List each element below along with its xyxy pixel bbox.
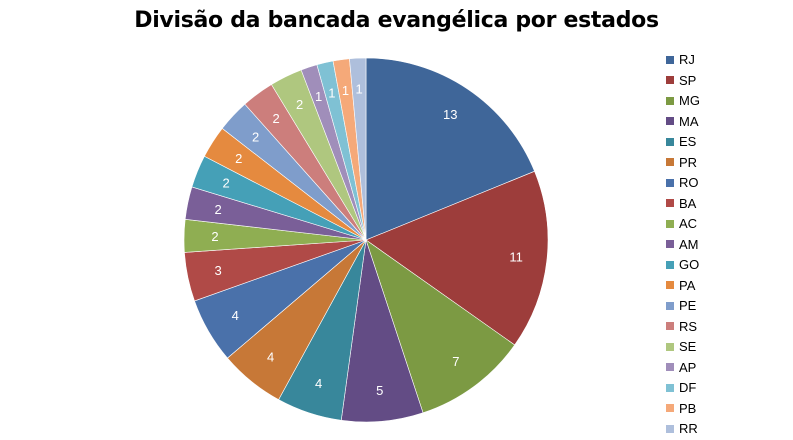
legend-swatch bbox=[666, 342, 674, 351]
legend-item-am: AM bbox=[666, 235, 786, 256]
legend-item-ba: BA bbox=[666, 194, 786, 215]
legend-item-ap: AP bbox=[666, 358, 786, 379]
legend-swatch bbox=[666, 281, 674, 290]
legend-label: PE bbox=[679, 298, 697, 313]
data-label-df: 1 bbox=[328, 85, 335, 100]
data-label-pe: 2 bbox=[252, 129, 259, 144]
legend-label: PA bbox=[679, 277, 696, 293]
data-label-ap: 1 bbox=[315, 89, 322, 104]
data-label-ma: 5 bbox=[376, 383, 383, 398]
legend-label: MG bbox=[679, 93, 700, 108]
data-label-rr: 1 bbox=[356, 82, 363, 97]
legend-label: AM bbox=[679, 236, 699, 252]
legend-item-sp: SP bbox=[666, 71, 786, 92]
legend-swatch bbox=[666, 424, 674, 433]
legend-item-df: DF bbox=[666, 378, 786, 399]
data-label-sp: 11 bbox=[509, 250, 523, 265]
legend-swatch bbox=[666, 137, 674, 146]
pie-slices bbox=[183, 57, 549, 423]
legend-label: BA bbox=[679, 195, 697, 211]
chart-title: Divisão da bancada evangélica por estado… bbox=[134, 8, 659, 33]
data-label-ba: 3 bbox=[214, 263, 221, 278]
legend-label: SP bbox=[679, 72, 697, 88]
legend-label: MA bbox=[679, 113, 699, 129]
legend-swatch bbox=[666, 117, 674, 126]
legend-label: RO bbox=[679, 175, 699, 190]
pie-slice-mg bbox=[365, 239, 516, 414]
legend-label: GO bbox=[679, 257, 700, 272]
legend-swatch bbox=[666, 96, 674, 105]
legend: RJ SP MG MA ES PR RO BA AC AM GO PA PE RS SE AP DF PB RR bbox=[666, 50, 786, 440]
legend-label: PB bbox=[679, 400, 697, 416]
legend-swatch bbox=[666, 363, 674, 372]
legend-item-ro: RO bbox=[666, 173, 786, 194]
legend-label: DF bbox=[679, 380, 697, 395]
legend-item-rs: RS bbox=[666, 317, 786, 338]
data-label-am: 2 bbox=[214, 202, 221, 217]
legend-swatch bbox=[666, 76, 674, 85]
pie-slice-rj bbox=[365, 57, 535, 241]
legend-item-ma: MA bbox=[666, 112, 786, 133]
data-label-go: 2 bbox=[222, 175, 229, 190]
data-label-pb: 1 bbox=[342, 83, 349, 98]
data-label-pa: 2 bbox=[235, 151, 242, 166]
legend-swatch bbox=[666, 404, 674, 413]
data-label-pr: 4 bbox=[267, 350, 274, 365]
legend-label: RR bbox=[679, 421, 698, 436]
legend-item-es: ES bbox=[666, 132, 786, 153]
data-label-es: 4 bbox=[315, 376, 322, 391]
pie-slice-sp bbox=[365, 170, 549, 346]
legend-swatch bbox=[666, 219, 674, 228]
legend-label: ES bbox=[679, 134, 697, 149]
legend-swatch bbox=[666, 199, 674, 208]
legend-swatch bbox=[666, 55, 674, 64]
legend-item-ac: AC bbox=[666, 214, 786, 235]
legend-item-rj: RJ bbox=[666, 50, 786, 71]
data-label-rs: 2 bbox=[272, 111, 279, 126]
legend-item-se: SE bbox=[666, 337, 786, 358]
legend-item-pb: PB bbox=[666, 399, 786, 420]
legend-item-pe: PE bbox=[666, 296, 786, 317]
data-label-ro: 4 bbox=[232, 308, 239, 323]
data-label-ac: 2 bbox=[211, 229, 218, 244]
legend-item-mg: MG bbox=[666, 91, 786, 112]
legend-item-rr: RR bbox=[666, 419, 786, 440]
legend-item-pa: PA bbox=[666, 276, 786, 297]
legend-swatch bbox=[666, 260, 674, 269]
legend-label: AC bbox=[679, 216, 698, 231]
legend-swatch bbox=[666, 301, 674, 310]
legend-swatch bbox=[666, 383, 674, 392]
pie-slice-rr bbox=[349, 57, 367, 241]
legend-swatch bbox=[666, 322, 674, 331]
data-label-mg: 7 bbox=[452, 354, 459, 369]
legend-label: SE bbox=[679, 339, 697, 354]
legend-swatch bbox=[666, 240, 674, 249]
legend-label: RS bbox=[679, 318, 698, 334]
legend-label: AP bbox=[679, 359, 697, 375]
legend-label: PR bbox=[679, 154, 698, 170]
legend-label: RJ bbox=[679, 52, 695, 67]
legend-item-pr: PR bbox=[666, 153, 786, 174]
legend-swatch bbox=[666, 158, 674, 167]
legend-item-go: GO bbox=[666, 255, 786, 276]
legend-swatch bbox=[666, 178, 674, 187]
data-label-se: 2 bbox=[296, 97, 303, 112]
data-label-rj: 13 bbox=[443, 107, 457, 122]
